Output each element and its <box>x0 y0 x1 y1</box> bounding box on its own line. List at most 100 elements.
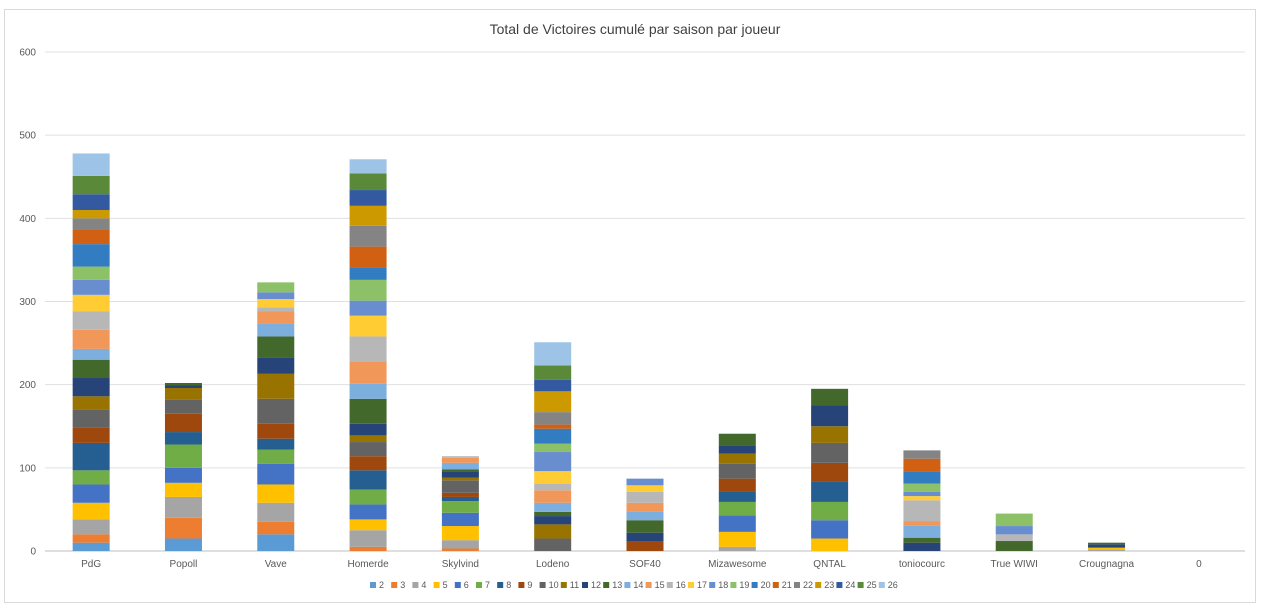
bar-segment <box>164 432 202 445</box>
bar-segment <box>718 433 756 446</box>
bar-segment <box>164 517 202 539</box>
bar-segment <box>995 541 1033 551</box>
y-tick-label: 600 <box>19 48 36 59</box>
bar-segment <box>164 383 202 386</box>
legend-label: 15 <box>655 580 665 590</box>
bar-segment <box>349 159 387 174</box>
bar-segment <box>995 526 1033 535</box>
legend-label: 17 <box>697 580 707 590</box>
bar-segment <box>349 336 387 362</box>
bar-segment <box>626 478 664 486</box>
bar-segment <box>534 483 572 491</box>
legend-label: 4 <box>421 580 426 590</box>
bar-segment <box>534 511 572 517</box>
legend-swatch <box>412 582 419 588</box>
bar-segment <box>441 477 479 481</box>
bar-segment <box>257 484 295 503</box>
bar-segment <box>72 329 110 349</box>
bar-segment <box>72 311 110 330</box>
bar-segment <box>257 323 295 337</box>
bar-segment <box>257 299 295 308</box>
bar-segment <box>903 537 941 543</box>
bar-segment <box>626 520 664 533</box>
legend-label: 18 <box>718 580 728 590</box>
legend-label: 26 <box>888 580 898 590</box>
bar-segment <box>72 442 110 471</box>
bar-segment <box>349 173 387 191</box>
legend-swatch <box>794 582 800 588</box>
bar-segment <box>257 521 295 535</box>
bar-segment <box>441 456 479 458</box>
bar-segment <box>534 516 572 525</box>
bar-segment <box>534 424 572 429</box>
bar-segment <box>72 294 110 312</box>
legend-label: 9 <box>527 580 532 590</box>
legend-swatch <box>857 582 864 588</box>
bar-segment <box>441 512 479 527</box>
bar-segment <box>534 490 572 503</box>
bar-segment <box>441 480 479 493</box>
y-tick-label: 400 <box>19 214 36 225</box>
y-tick-label: 500 <box>19 131 36 142</box>
bar-segment <box>441 457 479 463</box>
legend-label: 20 <box>761 580 771 590</box>
bar-segment <box>164 467 202 483</box>
bar-segment <box>72 266 110 280</box>
bar-segment <box>349 442 387 457</box>
legend-swatch <box>730 582 737 588</box>
bar-segment <box>349 315 387 337</box>
bar-segment <box>718 453 756 464</box>
bar-segment <box>349 279 387 301</box>
bar-segment <box>534 538 572 551</box>
bar-segment <box>626 532 664 542</box>
bar-segment <box>349 398 387 424</box>
bar-segment <box>995 513 1033 527</box>
bar-segment <box>811 520 849 539</box>
legend-label: 11 <box>570 580 579 590</box>
bar-segment <box>257 438 295 450</box>
bar-segment <box>441 540 479 549</box>
legend-label: 8 <box>506 580 511 590</box>
bar-segment <box>718 515 756 532</box>
bar-segment <box>349 489 387 505</box>
bar-segment <box>72 218 110 230</box>
bar-segment <box>72 194 110 211</box>
bar-segment <box>534 391 572 413</box>
bar-segment <box>534 428 572 444</box>
bar-segment <box>718 501 756 516</box>
bar-segment <box>811 442 849 463</box>
bar-segment <box>811 388 849 406</box>
legend-swatch <box>518 582 525 588</box>
bar-segment <box>626 511 664 521</box>
bar-segment <box>164 538 202 551</box>
bar-segment <box>164 444 202 468</box>
legend-label: 6 <box>464 580 469 590</box>
bar-segment <box>534 365 572 380</box>
bar-segment <box>349 267 387 280</box>
bar-segment <box>257 534 295 551</box>
bar-segment <box>349 504 387 520</box>
bar-segment <box>72 409 110 428</box>
bar-segment <box>349 435 387 443</box>
bar-segment <box>626 485 664 492</box>
bar-segment <box>441 469 479 472</box>
y-tick-label: 300 <box>19 297 36 308</box>
y-tick-label: 100 <box>19 463 36 474</box>
legend: 2 3 4 5 6 7 8 9 10 11 12 13 14 15 16 17 18 19 20 21 22 23 24 25… <box>370 580 898 590</box>
bar-segment <box>811 538 849 551</box>
legend-swatch <box>666 582 673 588</box>
legend-swatch <box>560 582 567 588</box>
bar-segment <box>257 282 295 293</box>
bar-segment <box>441 548 479 551</box>
bar-segment <box>903 500 941 522</box>
legend-label: 10 <box>549 580 559 590</box>
legend-label: 25 <box>867 580 877 590</box>
bar-segment <box>72 359 110 379</box>
bar-segment <box>349 456 387 471</box>
legend-swatch <box>603 582 610 588</box>
legend-swatch <box>751 582 758 588</box>
x-tick-label: Skylvind <box>442 559 479 570</box>
x-tick-label: True WIWI <box>991 559 1038 570</box>
bars <box>72 153 1126 551</box>
bar-segment <box>349 205 387 226</box>
